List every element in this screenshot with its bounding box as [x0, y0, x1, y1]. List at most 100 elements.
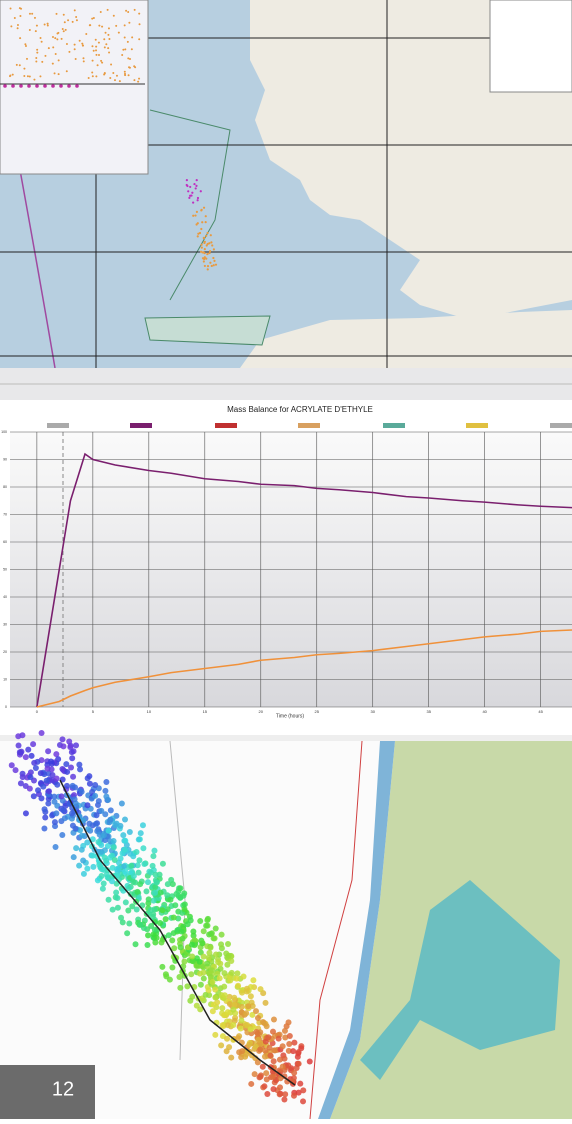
- particle: [75, 58, 77, 60]
- particle: [30, 741, 36, 747]
- particle: [282, 1091, 288, 1097]
- particle: [219, 1005, 225, 1011]
- particle: [68, 51, 70, 53]
- particle: [107, 9, 109, 11]
- particle: [84, 866, 90, 872]
- particle: [123, 899, 129, 905]
- particle: [189, 994, 195, 1000]
- particle: [296, 1061, 302, 1067]
- particle: [83, 60, 85, 62]
- particle: [98, 54, 100, 56]
- particle: [92, 60, 94, 62]
- particle: [263, 1070, 269, 1076]
- particle: [136, 857, 142, 863]
- particle: [203, 992, 209, 998]
- particle: [40, 37, 42, 39]
- particle: [60, 743, 66, 749]
- particle: [217, 975, 223, 981]
- particle: [158, 890, 164, 896]
- particle: [46, 788, 52, 794]
- particle: [90, 853, 96, 859]
- particle: [245, 1003, 251, 1009]
- x-tick-label: 25: [315, 709, 320, 714]
- particle: [203, 260, 205, 262]
- particle: [93, 50, 95, 52]
- particle: [248, 1081, 254, 1087]
- particle: [119, 801, 125, 807]
- particle: [105, 32, 107, 34]
- particle: [48, 47, 50, 49]
- particle: [225, 1009, 231, 1015]
- particle: [93, 17, 95, 19]
- particle: [246, 1042, 252, 1048]
- particle: [65, 29, 67, 31]
- particle: [79, 847, 85, 853]
- particle: [16, 743, 22, 749]
- particle: [66, 43, 68, 45]
- particle: [255, 1015, 261, 1021]
- particle: [200, 190, 202, 192]
- particle: [112, 857, 118, 863]
- particle: [122, 838, 128, 844]
- particle: [255, 1037, 261, 1043]
- particle: [213, 260, 215, 262]
- particle: [110, 64, 112, 66]
- particle: [44, 55, 46, 57]
- particle: [36, 49, 38, 51]
- particle: [45, 801, 51, 807]
- particle: [52, 819, 58, 825]
- particle: [103, 858, 109, 864]
- particle: [95, 877, 101, 883]
- particle: [54, 37, 56, 39]
- x-tick-label: 30: [370, 709, 375, 714]
- chart-title: Mass Balance for ACRYLATE D'ETHYLE: [227, 405, 373, 414]
- particle: [186, 185, 188, 187]
- particle: [66, 739, 72, 745]
- particle: [206, 253, 208, 255]
- particle: [248, 993, 254, 999]
- particle: [104, 72, 106, 74]
- particle: [210, 241, 212, 243]
- particle: [163, 916, 169, 922]
- particle: [63, 761, 69, 767]
- particle: [207, 265, 209, 267]
- particle: [27, 774, 33, 780]
- particle: [144, 942, 150, 948]
- particle: [98, 849, 104, 855]
- particle: [197, 959, 203, 965]
- particle: [182, 901, 188, 907]
- particle: [202, 251, 204, 253]
- particle: [49, 766, 55, 772]
- particle: [88, 77, 90, 79]
- particle: [207, 268, 209, 270]
- particle: [55, 53, 57, 55]
- particle: [238, 1018, 244, 1024]
- particle: [211, 244, 213, 246]
- particle: [35, 787, 41, 793]
- particle: [221, 970, 227, 976]
- particle: [64, 783, 70, 789]
- particle: [135, 889, 141, 895]
- particle: [74, 9, 76, 11]
- particle: [111, 838, 117, 844]
- particle: [118, 915, 124, 921]
- separator: [0, 735, 572, 741]
- particle: [95, 46, 97, 48]
- particle: [61, 38, 63, 40]
- particle: [58, 59, 60, 61]
- particle: [195, 223, 197, 225]
- particle: [244, 988, 250, 994]
- particle: [258, 986, 264, 992]
- particle: [66, 70, 68, 72]
- particle: [291, 1070, 297, 1076]
- particle: [116, 75, 118, 77]
- particle: [101, 62, 103, 64]
- particle: [9, 75, 11, 77]
- particle: [230, 1007, 236, 1013]
- particle: [100, 11, 102, 13]
- particle: [109, 77, 111, 79]
- particle: [63, 14, 65, 16]
- particle: [15, 733, 21, 739]
- particle: [124, 71, 126, 73]
- particle: [107, 47, 109, 49]
